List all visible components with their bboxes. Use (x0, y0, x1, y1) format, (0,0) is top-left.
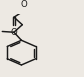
Text: O: O (11, 28, 17, 37)
Text: O: O (20, 0, 27, 9)
